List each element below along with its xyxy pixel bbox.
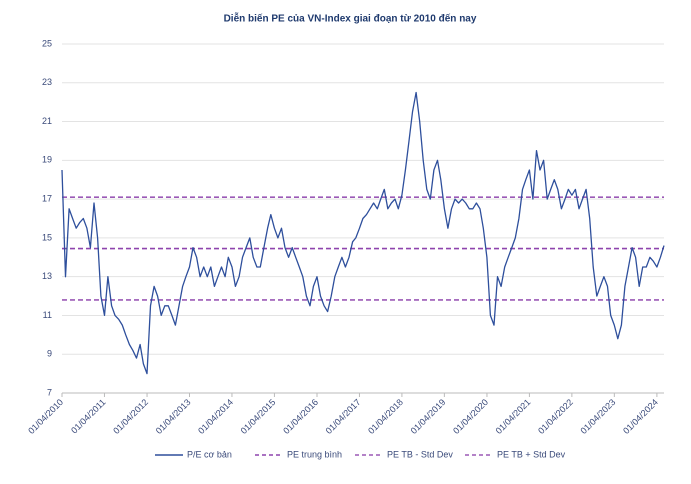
- y-tick-label: 25: [42, 38, 52, 48]
- y-tick-label: 19: [42, 155, 52, 165]
- data-line: [61, 91, 665, 375]
- y-tick-label: 17: [42, 193, 52, 203]
- y-tick-label: 13: [42, 271, 52, 281]
- chart-title: Diễn biến PE của VN-Index giai đoạn từ 2…: [224, 12, 477, 25]
- y-tick-label: 11: [43, 310, 52, 320]
- y-tick-label: 23: [42, 77, 52, 87]
- legend-label: PE TB - Std Dev: [387, 449, 453, 459]
- legend-label: PE trung bình: [287, 449, 342, 459]
- y-tick-label: 15: [42, 232, 52, 242]
- legend-label: PE TB + Std Dev: [497, 449, 566, 459]
- legend-label: P/E cơ bản: [187, 449, 232, 459]
- y-tick-label: 21: [42, 116, 52, 126]
- y-tick-label: 9: [47, 349, 52, 359]
- y-tick-label: 7: [47, 387, 52, 397]
